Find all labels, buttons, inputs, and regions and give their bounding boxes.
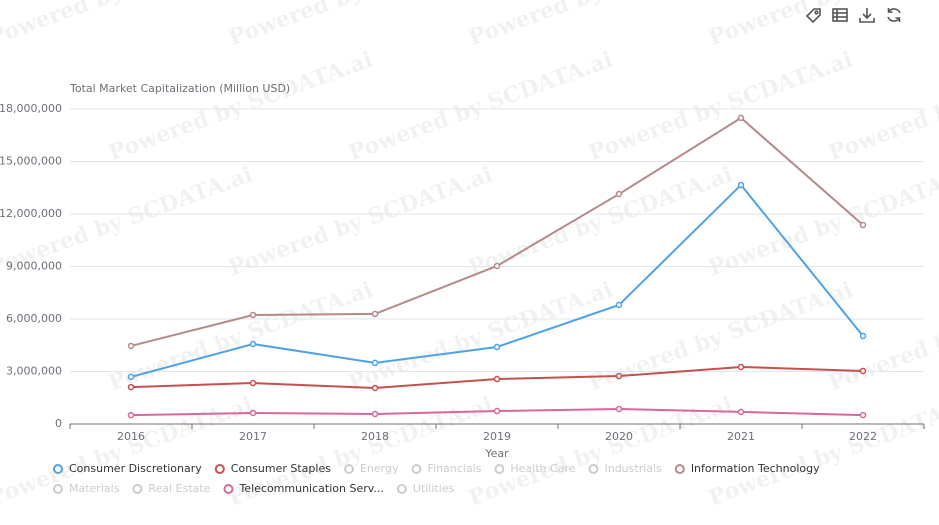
legend-item[interactable]: Energy bbox=[343, 462, 399, 475]
watermark: Powered by SCDATA.ai bbox=[705, 161, 939, 281]
watermark: Powered by SCDATA.ai bbox=[105, 276, 376, 396]
legend-marker bbox=[674, 464, 685, 474]
data-point bbox=[493, 407, 501, 415]
y-tick-label: 15,000,000 bbox=[0, 155, 62, 168]
data-point bbox=[859, 367, 867, 375]
data-point bbox=[859, 221, 867, 229]
data-point bbox=[737, 408, 745, 416]
legend-label: Materials bbox=[69, 482, 120, 495]
watermark: Powered by SCDATA.ai bbox=[345, 46, 616, 166]
table-icon[interactable] bbox=[832, 8, 848, 22]
watermark: Powered by SCDATA.ai bbox=[0, 391, 256, 511]
data-point bbox=[615, 301, 623, 309]
data-point bbox=[737, 181, 745, 189]
legend-item[interactable]: Materials bbox=[53, 482, 120, 495]
data-point bbox=[859, 332, 867, 340]
legend-marker bbox=[132, 484, 143, 494]
x-tick-label: 2021 bbox=[727, 430, 755, 443]
legend-label: Industrials bbox=[604, 462, 662, 475]
y-tick-label: 6,000,000 bbox=[6, 312, 62, 325]
y-tick-label: 18,000,000 bbox=[0, 102, 62, 115]
x-tick-label: 2017 bbox=[239, 430, 267, 443]
legend-item[interactable]: Real Estate bbox=[132, 482, 211, 495]
watermark: Powered by SCDATA.ai bbox=[585, 46, 856, 166]
watermark: Powered by SCDATA.ai bbox=[105, 46, 376, 166]
watermark: Powered by SCDATA.ai bbox=[585, 276, 856, 396]
data-point bbox=[127, 373, 135, 381]
data-point bbox=[737, 363, 745, 371]
data-point bbox=[127, 411, 135, 419]
y-tick-label: 3,000,000 bbox=[6, 365, 62, 378]
legend-marker bbox=[411, 464, 422, 474]
data-point bbox=[249, 379, 257, 387]
data-point bbox=[127, 383, 135, 391]
legend-marker bbox=[53, 464, 63, 474]
data-point bbox=[615, 405, 623, 413]
legend-label: Information Technology bbox=[691, 462, 820, 475]
refresh-icon[interactable] bbox=[887, 8, 901, 22]
data-point bbox=[493, 343, 501, 351]
legend-label: Telecommunication Serv... bbox=[238, 482, 383, 495]
data-point bbox=[737, 114, 745, 122]
watermark: Powered by SCDATA.ai bbox=[0, 0, 256, 51]
legend-item[interactable]: Industrials bbox=[588, 462, 662, 475]
data-point bbox=[493, 262, 501, 270]
download-icon[interactable] bbox=[859, 8, 875, 23]
legend-label: Financials bbox=[427, 462, 481, 475]
legend-label: Real Estate bbox=[148, 482, 210, 495]
legend-item[interactable]: Consumer Discretionary bbox=[53, 462, 202, 475]
x-tick-label: 2020 bbox=[605, 430, 633, 443]
legend-label: Energy bbox=[360, 462, 399, 475]
legend-item[interactable]: Telecommunication Serv... bbox=[223, 482, 384, 495]
data-point bbox=[371, 310, 379, 318]
data-point bbox=[249, 311, 257, 319]
watermark: Powered by SCDATA.ai bbox=[465, 0, 736, 51]
legend-item[interactable]: Consumer Staples bbox=[214, 462, 331, 475]
y-tick-label: 12,000,000 bbox=[0, 207, 62, 220]
x-tick-label: 2016 bbox=[117, 430, 145, 443]
data-point bbox=[249, 340, 257, 348]
data-point bbox=[371, 410, 379, 418]
legend-marker bbox=[588, 464, 599, 474]
data-point bbox=[249, 409, 257, 417]
toolbar bbox=[805, 8, 901, 24]
watermark: Powered by SCDATA.ai bbox=[465, 161, 736, 281]
watermark: Powered by SCDATA.ai bbox=[225, 161, 496, 281]
y-tick-label: 0 bbox=[55, 417, 62, 430]
data-point bbox=[371, 384, 379, 392]
watermark: Powered by SCDATA.ai bbox=[705, 0, 939, 51]
x-tick-label: 2019 bbox=[483, 430, 511, 443]
watermark: Powered by SCDATA.ai bbox=[345, 276, 616, 396]
legend-label: Health Care bbox=[510, 462, 575, 475]
legend-item[interactable]: Utilities bbox=[396, 482, 455, 495]
data-point bbox=[859, 411, 867, 419]
x-axis-title: Year bbox=[484, 447, 509, 460]
x-tick-label: 2022 bbox=[849, 430, 877, 443]
legend-marker bbox=[494, 464, 505, 474]
data-point bbox=[127, 342, 135, 350]
data-point bbox=[615, 190, 623, 198]
data-point bbox=[371, 359, 379, 367]
legend-item[interactable]: Health Care bbox=[494, 462, 576, 475]
data-point bbox=[493, 375, 501, 383]
y-tick-label: 9,000,000 bbox=[6, 260, 62, 273]
legend-label: Utilities bbox=[413, 482, 455, 495]
legend-item[interactable]: Information Technology bbox=[674, 462, 820, 475]
legend-marker bbox=[396, 484, 407, 494]
legend-marker bbox=[53, 484, 63, 494]
data-point bbox=[615, 372, 623, 380]
legend-label: Consumer Staples bbox=[231, 462, 331, 475]
legend-marker bbox=[343, 464, 354, 474]
tag-icon[interactable] bbox=[805, 8, 821, 24]
y-axis-title: Total Market Capitalization (Million USD… bbox=[69, 82, 290, 95]
watermark: Powered by SCDATA.ai bbox=[225, 0, 496, 51]
legend-marker bbox=[223, 484, 234, 494]
legend-marker bbox=[214, 464, 225, 474]
legend-label: Consumer Discretionary bbox=[69, 462, 202, 475]
legend-item[interactable]: Financials bbox=[411, 462, 482, 475]
x-tick-label: 2018 bbox=[361, 430, 389, 443]
